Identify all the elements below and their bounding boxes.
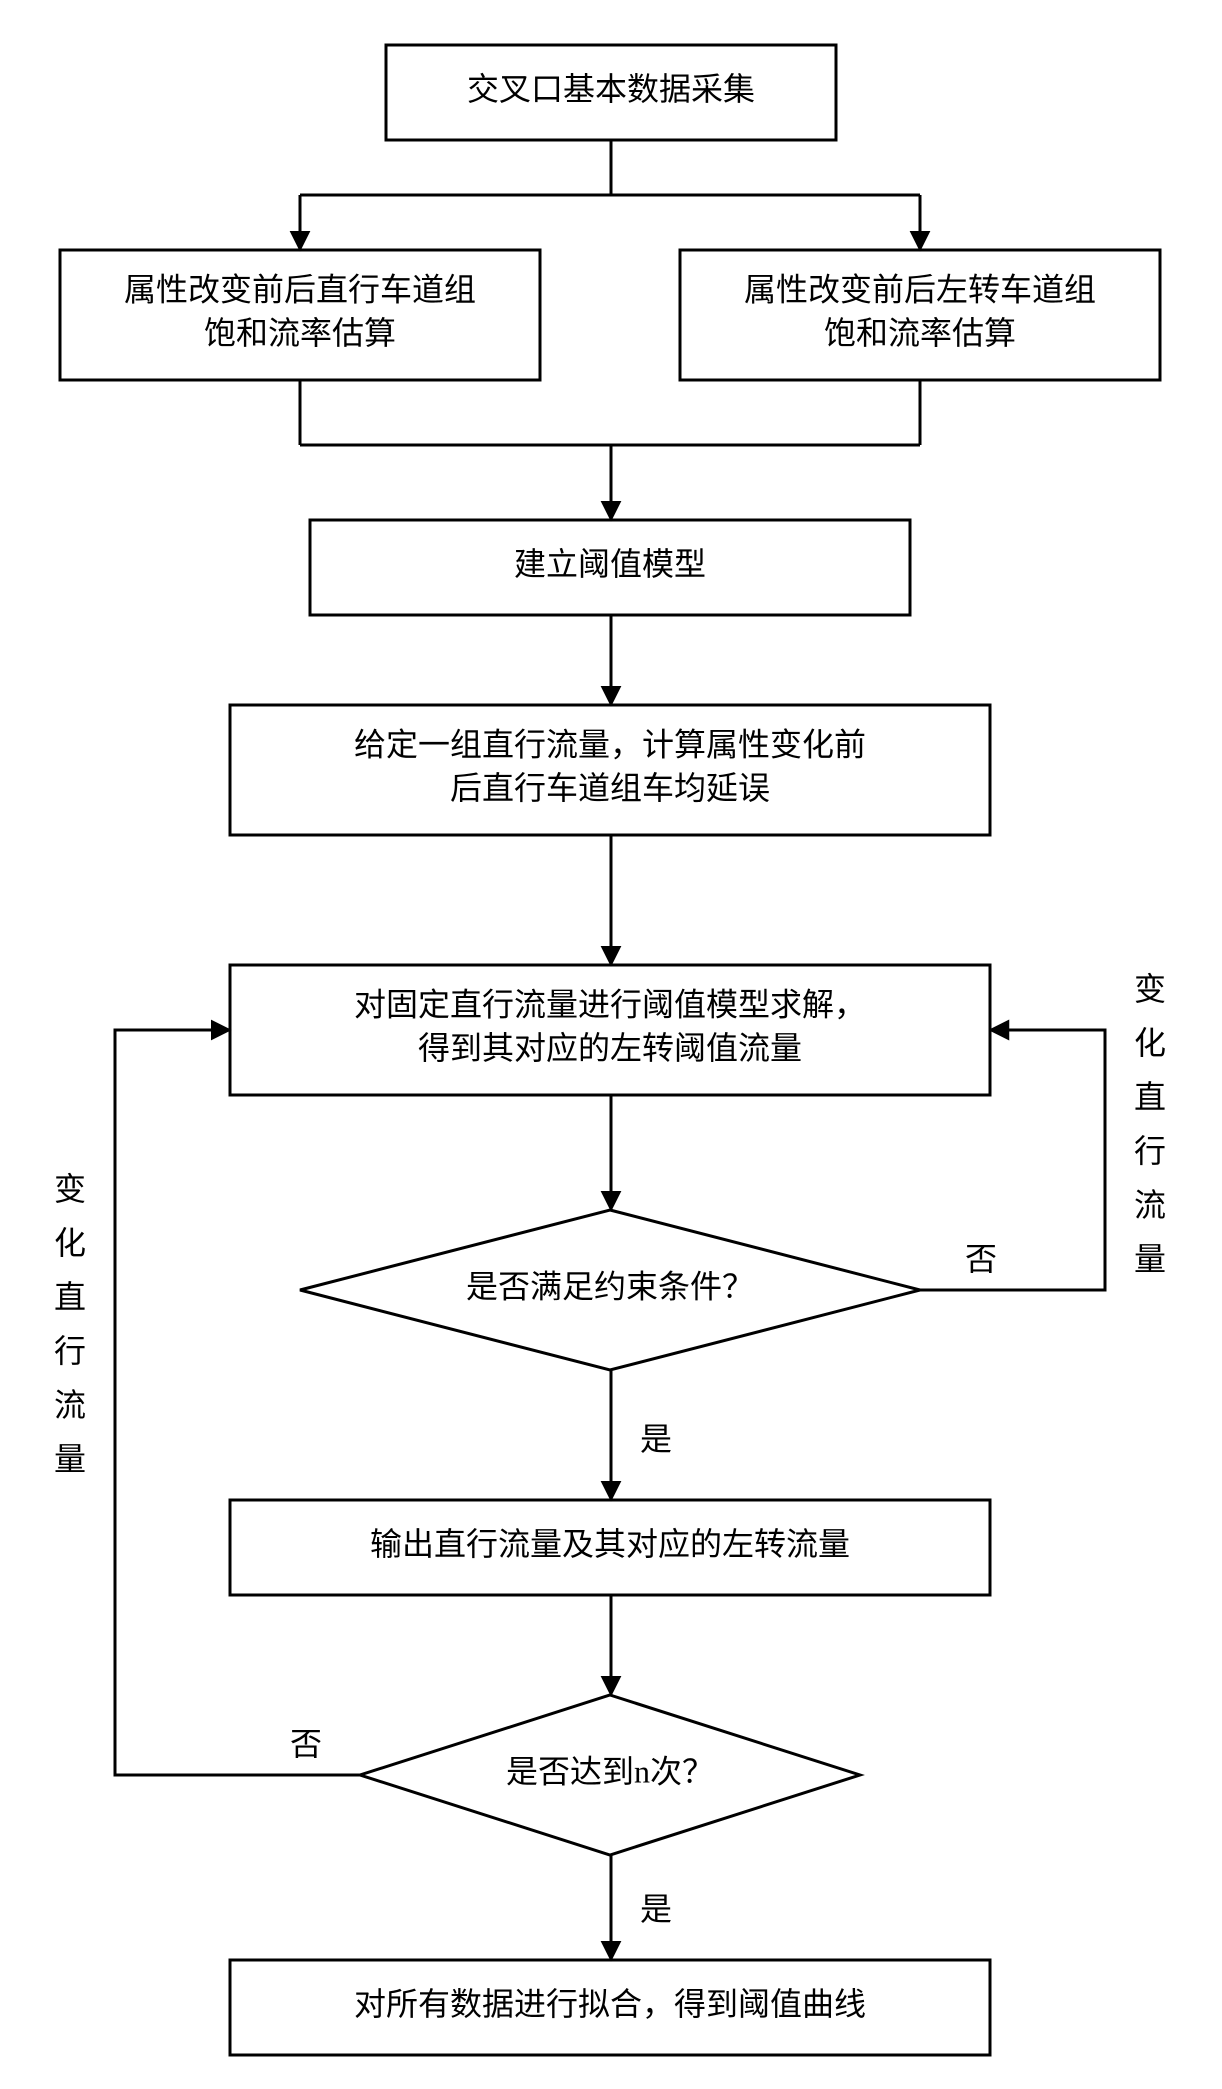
svg-text:属性改变前后左转车道组: 属性改变前后左转车道组: [744, 272, 1096, 308]
svg-text:量: 量: [1134, 1241, 1166, 1277]
svg-text:行: 行: [54, 1333, 86, 1369]
svg-text:交叉口基本数据采集: 交叉口基本数据采集: [467, 71, 755, 107]
svg-text:量: 量: [54, 1441, 86, 1477]
svg-text:流: 流: [1134, 1187, 1166, 1223]
svg-text:是: 是: [640, 1421, 672, 1457]
svg-text:流: 流: [54, 1387, 86, 1423]
svg-text:属性改变前后直行车道组: 属性改变前后直行车道组: [124, 272, 476, 308]
svg-text:否: 否: [290, 1726, 322, 1762]
svg-text:饱和流率估算: 饱和流率估算: [824, 315, 1016, 351]
svg-text:对固定直行流量进行阈值模型求解，: 对固定直行流量进行阈值模型求解，: [354, 987, 866, 1023]
svg-text:变: 变: [54, 1171, 86, 1207]
svg-text:建立阈值模型: 建立阈值模型: [514, 546, 706, 582]
svg-text:化: 化: [1134, 1025, 1166, 1061]
svg-text:直: 直: [1134, 1079, 1166, 1115]
svg-text:直: 直: [54, 1279, 86, 1315]
svg-text:是: 是: [640, 1891, 672, 1927]
svg-text:化: 化: [54, 1225, 86, 1261]
svg-text:输出直行流量及其对应的左转流量: 输出直行流量及其对应的左转流量: [370, 1526, 850, 1562]
svg-text:变: 变: [1134, 971, 1166, 1007]
svg-text:得到其对应的左转阈值流量: 得到其对应的左转阈值流量: [418, 1030, 802, 1066]
svg-text:行: 行: [1134, 1133, 1166, 1169]
svg-text:饱和流率估算: 饱和流率估算: [204, 315, 396, 351]
svg-text:对所有数据进行拟合，得到阈值曲线: 对所有数据进行拟合，得到阈值曲线: [354, 1986, 866, 2022]
svg-text:是否达到n次？: 是否达到n次？: [506, 1753, 714, 1789]
svg-text:给定一组直行流量，计算属性变化前: 给定一组直行流量，计算属性变化前: [354, 727, 866, 763]
svg-text:否: 否: [965, 1241, 997, 1277]
svg-text:后直行车道组车均延误: 后直行车道组车均延误: [450, 770, 770, 806]
svg-text:是否满足约束条件？: 是否满足约束条件？: [466, 1268, 754, 1304]
